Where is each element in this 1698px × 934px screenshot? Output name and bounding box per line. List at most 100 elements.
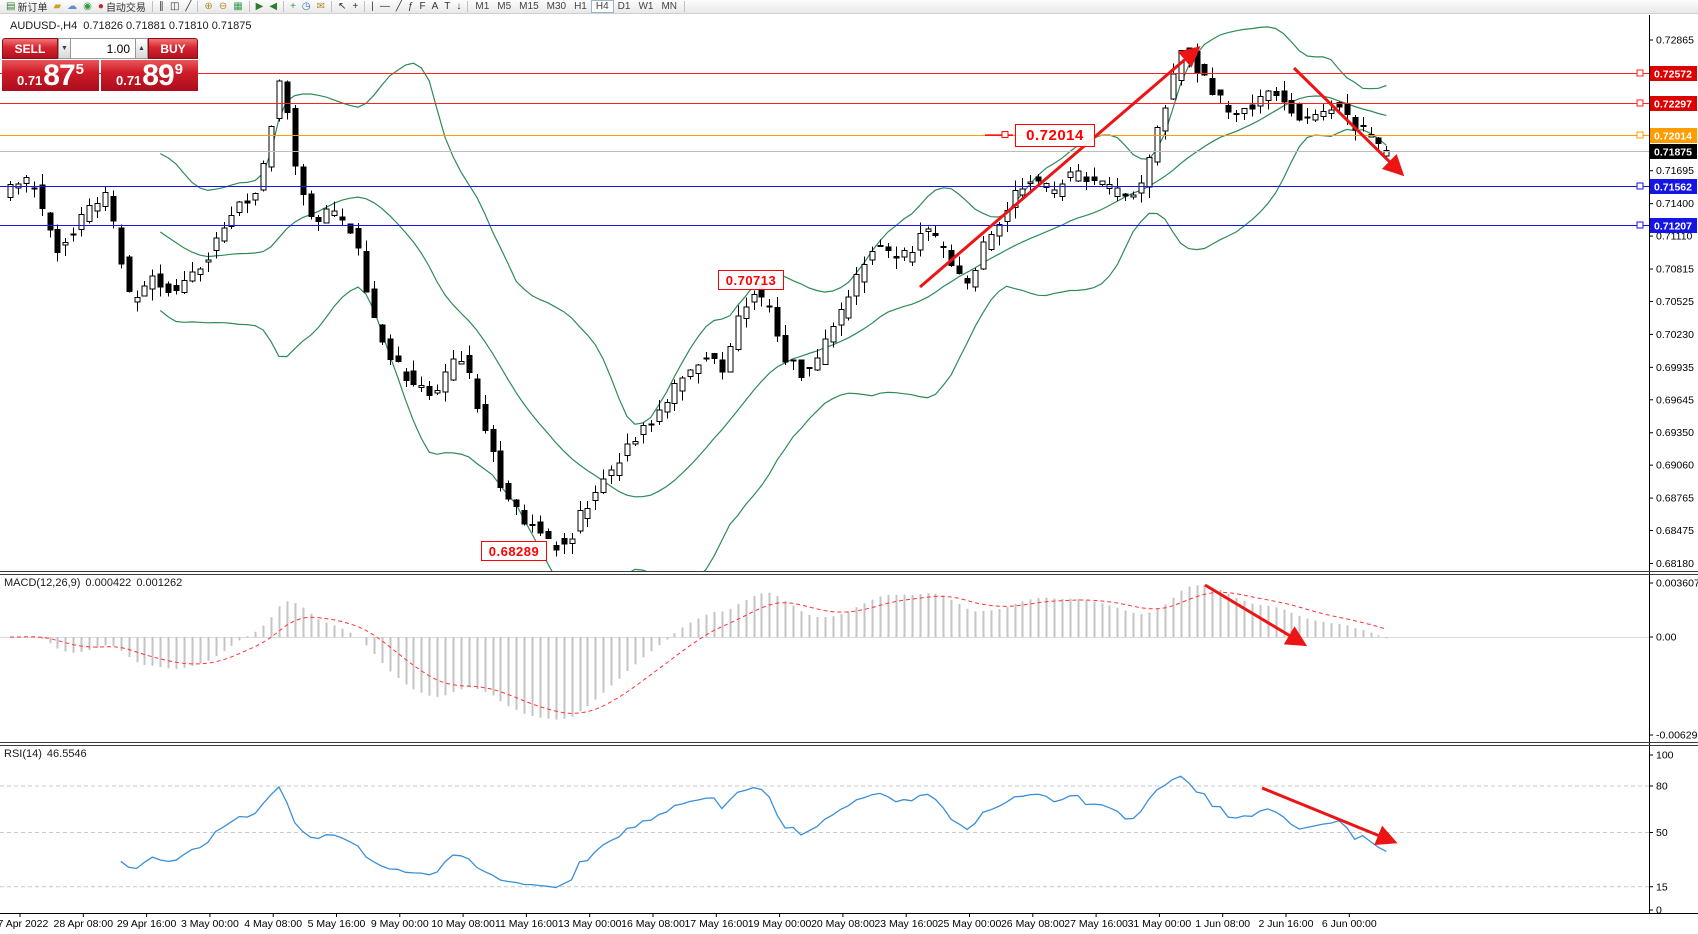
zoom-in-button[interactable]: ⊕ (201, 0, 215, 13)
price-badge (1650, 66, 1697, 81)
rsi-axis-label: 0 (1656, 905, 1662, 917)
gold-icon[interactable]: ▰ (50, 0, 64, 13)
vertical-line-icon: | (371, 0, 374, 12)
level-handle (1636, 221, 1644, 229)
price-tick-label: 0.69060 (1656, 460, 1694, 472)
auto-scroll-icon: ▶ (255, 0, 264, 12)
timeframe-d1-button[interactable]: D1 (617, 1, 631, 12)
trend-arrow (919, 46, 1201, 289)
timeframe-m1-button[interactable]: M1 (475, 1, 490, 12)
time-tick-label: 23 May 16:00 (874, 918, 938, 930)
time-tick-label: 27 Apr 2022 (0, 918, 48, 930)
new-order-button-label: 新订单 (17, 3, 48, 14)
arrows-tool-button[interactable]: ↓ (453, 0, 464, 13)
new-order-icon: ▤ (6, 0, 16, 12)
price-tick-label: 0.69935 (1656, 362, 1694, 374)
text-label-button[interactable]: T (441, 0, 453, 13)
price-badge-label: 0.72297 (1654, 99, 1692, 111)
trend-arrow (1292, 66, 1405, 177)
horizontal-line-button[interactable]: — (377, 0, 393, 13)
toolbar-separator (197, 1, 199, 12)
rsi-axis-label: 100 (1656, 750, 1674, 762)
toolbar-separator (248, 1, 250, 12)
zoom-in-icon: ⊕ (204, 0, 213, 12)
timeframe-h4-button[interactable]: H4 (590, 0, 614, 13)
autotrading-button-label: 自动交易 (105, 3, 146, 14)
price-tick-label: 0.68180 (1656, 558, 1694, 570)
mail-button[interactable]: ✉ (314, 0, 328, 13)
add-indicator-button[interactable]: + (287, 0, 299, 13)
time-tick-label: 11 May 16:00 (495, 918, 558, 930)
fibonacci-button[interactable]: ƒ (405, 0, 417, 13)
level-handle (1636, 131, 1644, 139)
price-tick-label: 0.71400 (1656, 198, 1694, 210)
price-tick-label: 0.68475 (1656, 525, 1694, 537)
bar-chart-button[interactable]: ∥ (156, 0, 167, 13)
price-tick-label: 0.71110 (1656, 231, 1693, 243)
timeframe-h1-button[interactable]: H1 (574, 1, 587, 12)
trendline-button[interactable]: ╱ (393, 0, 405, 13)
toolbar: ▤ 新订单 ▰ ☁ ◉ ● 自动交易 ∥ ◫ ╱ ⊕ ⊖ ▦ ▶ ◀ + ◷ ✉ ↖ + | — ╱ ƒ F A T ↓ M1 M5 M15… (0, 0, 1698, 14)
line-chart-button[interactable]: ╱ (182, 0, 194, 13)
buy-price-prefix: 0.71 (115, 73, 142, 88)
auto-scroll-button[interactable]: ▶ (253, 0, 267, 13)
rsi-value: 46.5546 (46, 748, 87, 760)
time-tick-label: 2 Jun 16:00 (1259, 918, 1314, 930)
buy-price-big: 89 (142, 58, 174, 92)
price-tick-label: 0.70230 (1656, 329, 1694, 341)
buy-button[interactable]: BUY (148, 38, 198, 59)
macd-name: MACD(12,26,9) (4, 577, 81, 589)
market-watch-icon[interactable]: ☁ (64, 0, 80, 13)
rsi-axis-label: 50 (1656, 827, 1668, 839)
volume-decrease-button[interactable]: ▼ (58, 38, 71, 59)
text-button[interactable]: A (429, 0, 442, 13)
level-handle (1636, 99, 1644, 107)
trendline-icon: ╱ (395, 0, 402, 12)
candlestick-chart-button[interactable]: ◫ (167, 0, 182, 13)
trend-arrow (1204, 583, 1308, 647)
text-label-icon: T (444, 0, 451, 12)
timeframe-m15-button[interactable]: M15 (519, 1, 539, 12)
tile-windows-button[interactable]: ▦ (230, 0, 245, 13)
crosshair-button[interactable]: + (349, 0, 361, 13)
chart-shift-button[interactable]: ◀ (266, 0, 280, 13)
price-tick-label: 0.70525 (1656, 296, 1694, 308)
price-tick-label: 0.70815 (1656, 264, 1694, 276)
candlestick-chart-icon: ◫ (169, 0, 180, 12)
price-badge-label: 0.71562 (1654, 182, 1692, 194)
time-tick-label: 27 May 16:00 (1064, 918, 1128, 930)
zoom-out-button[interactable]: ⊖ (216, 0, 230, 13)
toolbar-separator (684, 1, 686, 12)
timeframe-w1-button[interactable]: W1 (638, 1, 654, 12)
vertical-line-button[interactable]: | (368, 0, 377, 13)
macd-indicator-label: MACD(12,26,9) 0.000422 0.001262 (4, 577, 187, 589)
period-button[interactable]: ◷ (299, 0, 314, 13)
timeframe-m30-button[interactable]: M30 (546, 1, 567, 12)
sell-price[interactable]: 0.71 87 5 (2, 60, 99, 91)
price-annotation: 0.72014 (1015, 124, 1095, 147)
timeframe-mn-button[interactable]: MN (661, 1, 678, 12)
rsi-axis-label: 15 (1656, 881, 1668, 893)
autotrading-button[interactable]: ● 自动交易 (95, 0, 149, 15)
fibo-expansion-button[interactable]: F (416, 0, 428, 13)
price-badge (1650, 179, 1697, 194)
buy-price[interactable]: 0.71 89 9 (101, 60, 198, 91)
buy-price-sup: 9 (174, 61, 184, 78)
toolbar-separator (331, 1, 333, 12)
time-tick-label: 19 May 00:00 (748, 918, 812, 930)
cursor-button[interactable]: ↖ (335, 0, 349, 13)
volume-increase-button[interactable]: ▲ (135, 38, 148, 59)
price-badge-label: 0.71875 (1654, 147, 1692, 159)
price-tick-label: 0.72865 (1656, 35, 1694, 47)
macd-axis-label: -0.006292 (1656, 730, 1698, 742)
bar-chart-icon: ∥ (158, 0, 164, 12)
level-handle (1636, 182, 1644, 190)
new-order-button[interactable]: ▤ 新订单 (3, 0, 50, 15)
signal-icon[interactable]: ◉ (80, 0, 95, 13)
volume-input[interactable] (71, 38, 135, 59)
rsi-layer (0, 775, 1649, 889)
time-tick-label: 28 Apr 08:00 (54, 918, 114, 930)
timeframe-m5-button[interactable]: M5 (497, 1, 512, 12)
sell-button[interactable]: SELL (2, 38, 58, 59)
